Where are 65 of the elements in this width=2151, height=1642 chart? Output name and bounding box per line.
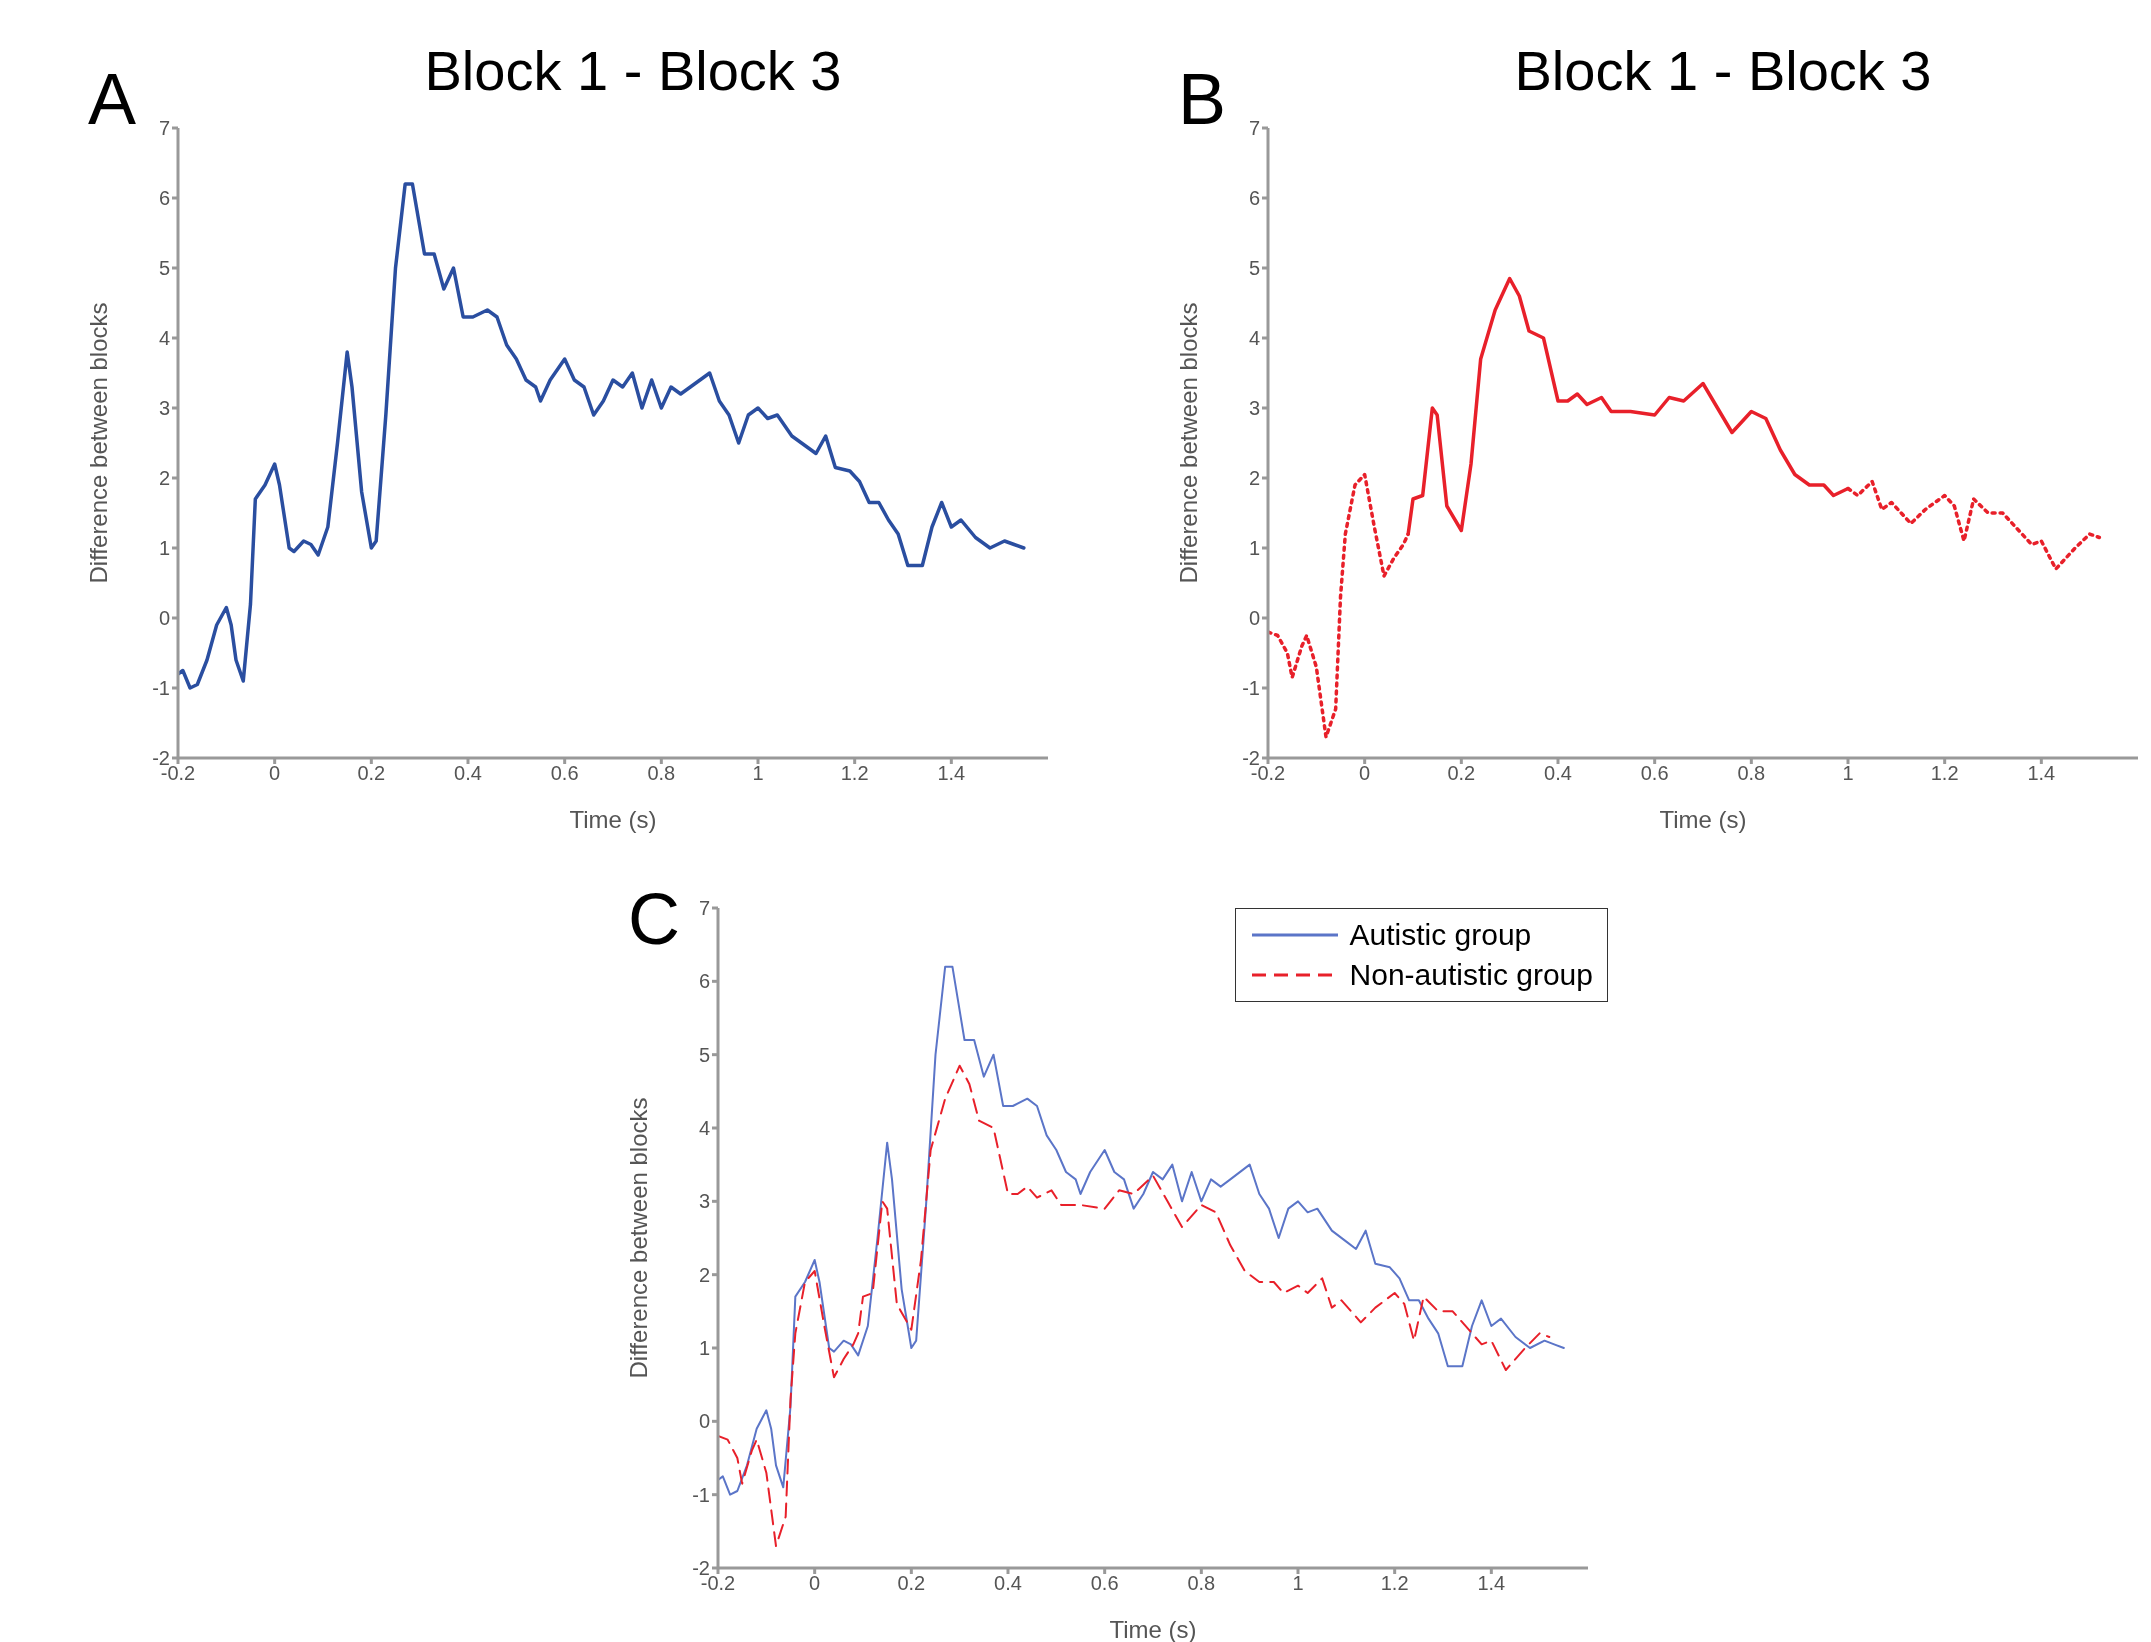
legend-label: Non-autistic group xyxy=(1349,958,1593,992)
x-tick-label: 0.2 xyxy=(357,762,386,785)
y-tick-label: 4 xyxy=(698,1117,710,1140)
chart-title: Block 1 - Block 3 xyxy=(423,38,843,104)
y-tick-label: 3 xyxy=(1248,397,1260,420)
x-tick-label: 0.2 xyxy=(1447,762,1476,785)
text: B xyxy=(1178,58,1227,140)
y-tick-label: 0 xyxy=(698,1410,710,1433)
y-tick-label: 6 xyxy=(1248,187,1260,210)
chart-title: Block 1 - Block 3 xyxy=(1513,38,1933,104)
x-tick-label: 0.4 xyxy=(1544,762,1572,785)
x-tick-label: 0.6 xyxy=(550,762,579,785)
y-tick-label: 2 xyxy=(1248,467,1260,490)
y-axis-title: Difference between blocks xyxy=(1174,302,1202,584)
y-tick-label: -1 xyxy=(692,1483,710,1506)
x-tick-label: 0 xyxy=(809,1572,821,1595)
x-tick-label: 0.6 xyxy=(1090,1572,1119,1595)
y-tick-label: 0 xyxy=(158,607,170,630)
x-tick-label: 1.4 xyxy=(937,762,966,785)
y-tick-label: 5 xyxy=(1248,257,1260,280)
y-tick-label: 4 xyxy=(158,327,170,350)
x-tick-label: 1.4 xyxy=(1477,1572,1506,1595)
y-tick-label: 3 xyxy=(158,397,170,420)
x-tick-label: 1.2 xyxy=(1930,762,1959,785)
y-axis-title: Difference between blocks xyxy=(84,302,112,584)
y-tick-label: 6 xyxy=(698,970,710,993)
x-tick-label: 0.6 xyxy=(1640,762,1669,785)
text: A xyxy=(88,58,137,140)
x-axis-title: Time (s) xyxy=(1659,806,1747,833)
x-axis-title: Time (s) xyxy=(569,806,657,833)
x-tick-label: 1.4 xyxy=(2027,762,2056,785)
y-tick-label: -1 xyxy=(152,677,170,700)
y-tick-label: 6 xyxy=(158,187,170,210)
x-tick-label: 1.2 xyxy=(1380,1572,1409,1595)
x-tick-label: 0.4 xyxy=(454,762,482,785)
y-tick-label: 5 xyxy=(698,1043,710,1066)
x-tick-label: 0.8 xyxy=(1737,762,1766,785)
x-tick-label: 1.2 xyxy=(840,762,869,785)
x-tick-label: 0.4 xyxy=(994,1572,1022,1595)
y-tick-label: 2 xyxy=(698,1263,710,1286)
legend-label: Autistic group xyxy=(1349,918,1532,952)
x-tick-label: 0 xyxy=(1359,762,1371,785)
y-tick-label: -1 xyxy=(1242,677,1260,700)
y-tick-label: 7 xyxy=(1248,117,1260,140)
x-tick-label: 1 xyxy=(1292,1572,1304,1595)
y-tick-label: 1 xyxy=(698,1337,710,1360)
line-series xyxy=(178,182,1026,690)
y-axis-title: Difference between blocks xyxy=(624,1097,652,1379)
y-tick-label: 2 xyxy=(158,467,170,490)
y-tick-label: 1 xyxy=(158,537,170,560)
x-tick-label: 0.2 xyxy=(897,1572,926,1595)
x-tick-label: 0.8 xyxy=(647,762,676,785)
y-tick-label: 5 xyxy=(158,257,170,280)
x-tick-label: 0.8 xyxy=(1187,1572,1216,1595)
y-tick-label: 7 xyxy=(698,897,710,920)
y-tick-label: 0 xyxy=(1248,607,1260,630)
y-tick-label: 3 xyxy=(698,1190,710,1213)
y-tick-label: 4 xyxy=(1248,327,1260,350)
x-tick-label: 1 xyxy=(1842,762,1854,785)
text: C xyxy=(628,878,680,960)
line-series xyxy=(718,1064,1551,1547)
x-tick-label: 1 xyxy=(752,762,764,785)
x-tick-label: 0 xyxy=(269,762,281,785)
y-tick-label: 7 xyxy=(158,117,170,140)
y-tick-label: 1 xyxy=(1248,537,1260,560)
